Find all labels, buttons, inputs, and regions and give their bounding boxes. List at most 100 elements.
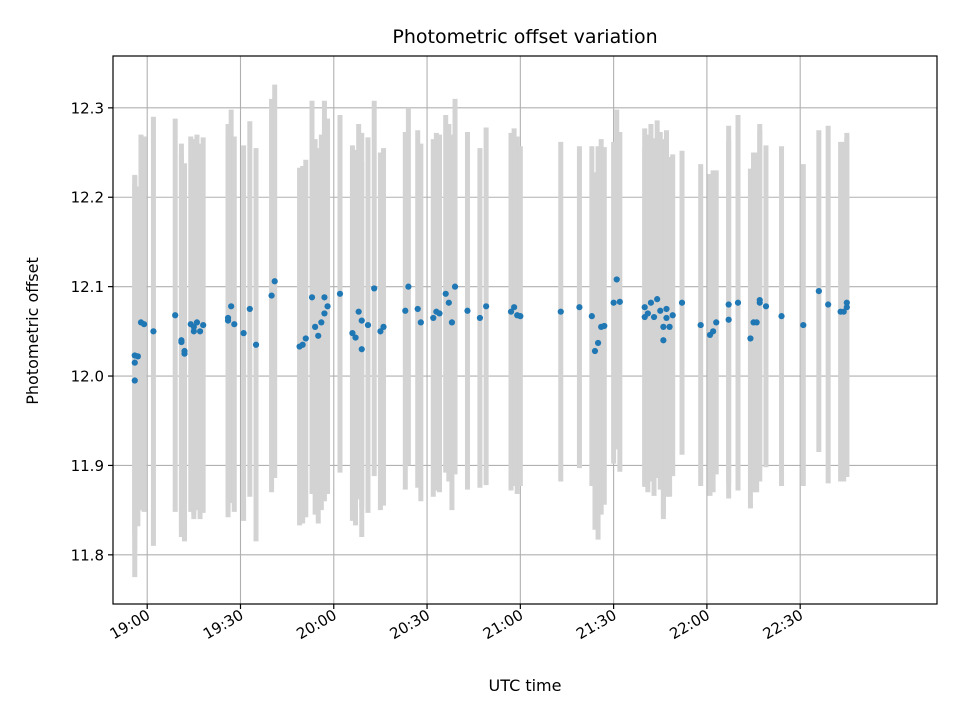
y-tick-label: 12.3 [71,99,104,117]
data-point [511,304,518,311]
x-axis-label: UTC time [489,676,562,695]
data-point [669,312,676,319]
data-point [650,313,658,321]
data-point [476,314,484,322]
data-point [315,332,322,339]
data-point [815,288,822,295]
y-tick-label: 11.9 [71,457,104,475]
data-point [610,299,617,306]
data-point [271,278,278,285]
data-point [302,335,309,342]
data-point [324,303,331,310]
data-point [451,283,459,290]
data-point [131,377,138,384]
data-point [231,321,238,328]
data-point [747,335,754,342]
data-point [591,347,599,355]
data-point [196,328,204,335]
data-point [778,313,785,320]
data-point [507,308,515,315]
data-point [190,323,197,330]
data-point [430,314,437,322]
data-point [756,296,763,304]
data-point [349,330,356,337]
data-point [594,339,602,347]
data-point [725,301,732,308]
y-axis-label: Photometric offset [23,257,42,405]
data-point [825,301,832,308]
data-point [224,314,232,322]
data-point [734,299,742,306]
data-point [448,319,456,326]
data-point [654,296,661,303]
data-point [414,305,421,313]
data-point [436,310,443,317]
data-point [616,298,623,305]
data-point [725,316,732,323]
data-point [308,294,316,301]
y-tick-label: 12.2 [71,189,104,207]
data-point [557,308,564,315]
y-tick-label: 12.1 [71,278,104,296]
data-point [355,308,362,315]
data-point [840,308,847,315]
data-point [268,292,275,299]
chart-title: Photometric offset variation [392,26,657,48]
data-point [380,323,387,330]
data-point [358,346,365,353]
data-point [613,276,620,283]
data-point [299,341,306,348]
data-point [710,328,717,335]
data-points [131,276,850,384]
data-point [660,323,667,330]
data-point [697,321,704,329]
data-point [358,317,365,324]
data-point [364,321,372,329]
data-point [131,359,138,366]
data-point [178,338,185,346]
data-point [172,312,179,319]
data-point [193,319,201,326]
data-point [753,319,760,326]
data-point [321,310,328,317]
grid [113,56,937,604]
data-point [483,303,490,310]
data-point [200,321,207,329]
data-point [228,303,235,310]
data-point [377,328,384,335]
data-point [312,323,319,330]
data-point [140,321,148,328]
data-point [318,319,325,326]
y-tick-label: 11.8 [71,546,104,564]
data-point [641,304,648,311]
data-point [352,334,359,341]
y-tick-label: 12.0 [71,368,104,386]
data-point [663,305,670,313]
data-point [843,299,850,306]
data-point [663,314,670,322]
data-point [666,323,673,330]
data-point [678,299,686,306]
data-point [336,290,344,297]
data-point [464,307,471,314]
data-point [660,337,667,344]
data-point [246,305,253,313]
data-point [150,328,157,335]
data-point [134,353,141,360]
data-point [442,290,449,297]
data-point [252,341,260,348]
data-point [445,299,452,306]
data-point [713,319,720,326]
data-point [644,310,651,317]
data-point [762,303,770,310]
data-point [647,299,655,306]
data-point [402,307,409,314]
data-point [601,322,608,330]
data-point [843,304,850,311]
data-point [588,313,595,320]
data-point [517,313,524,320]
data-point [190,328,197,335]
data-point [800,321,807,329]
data-point [240,330,247,337]
